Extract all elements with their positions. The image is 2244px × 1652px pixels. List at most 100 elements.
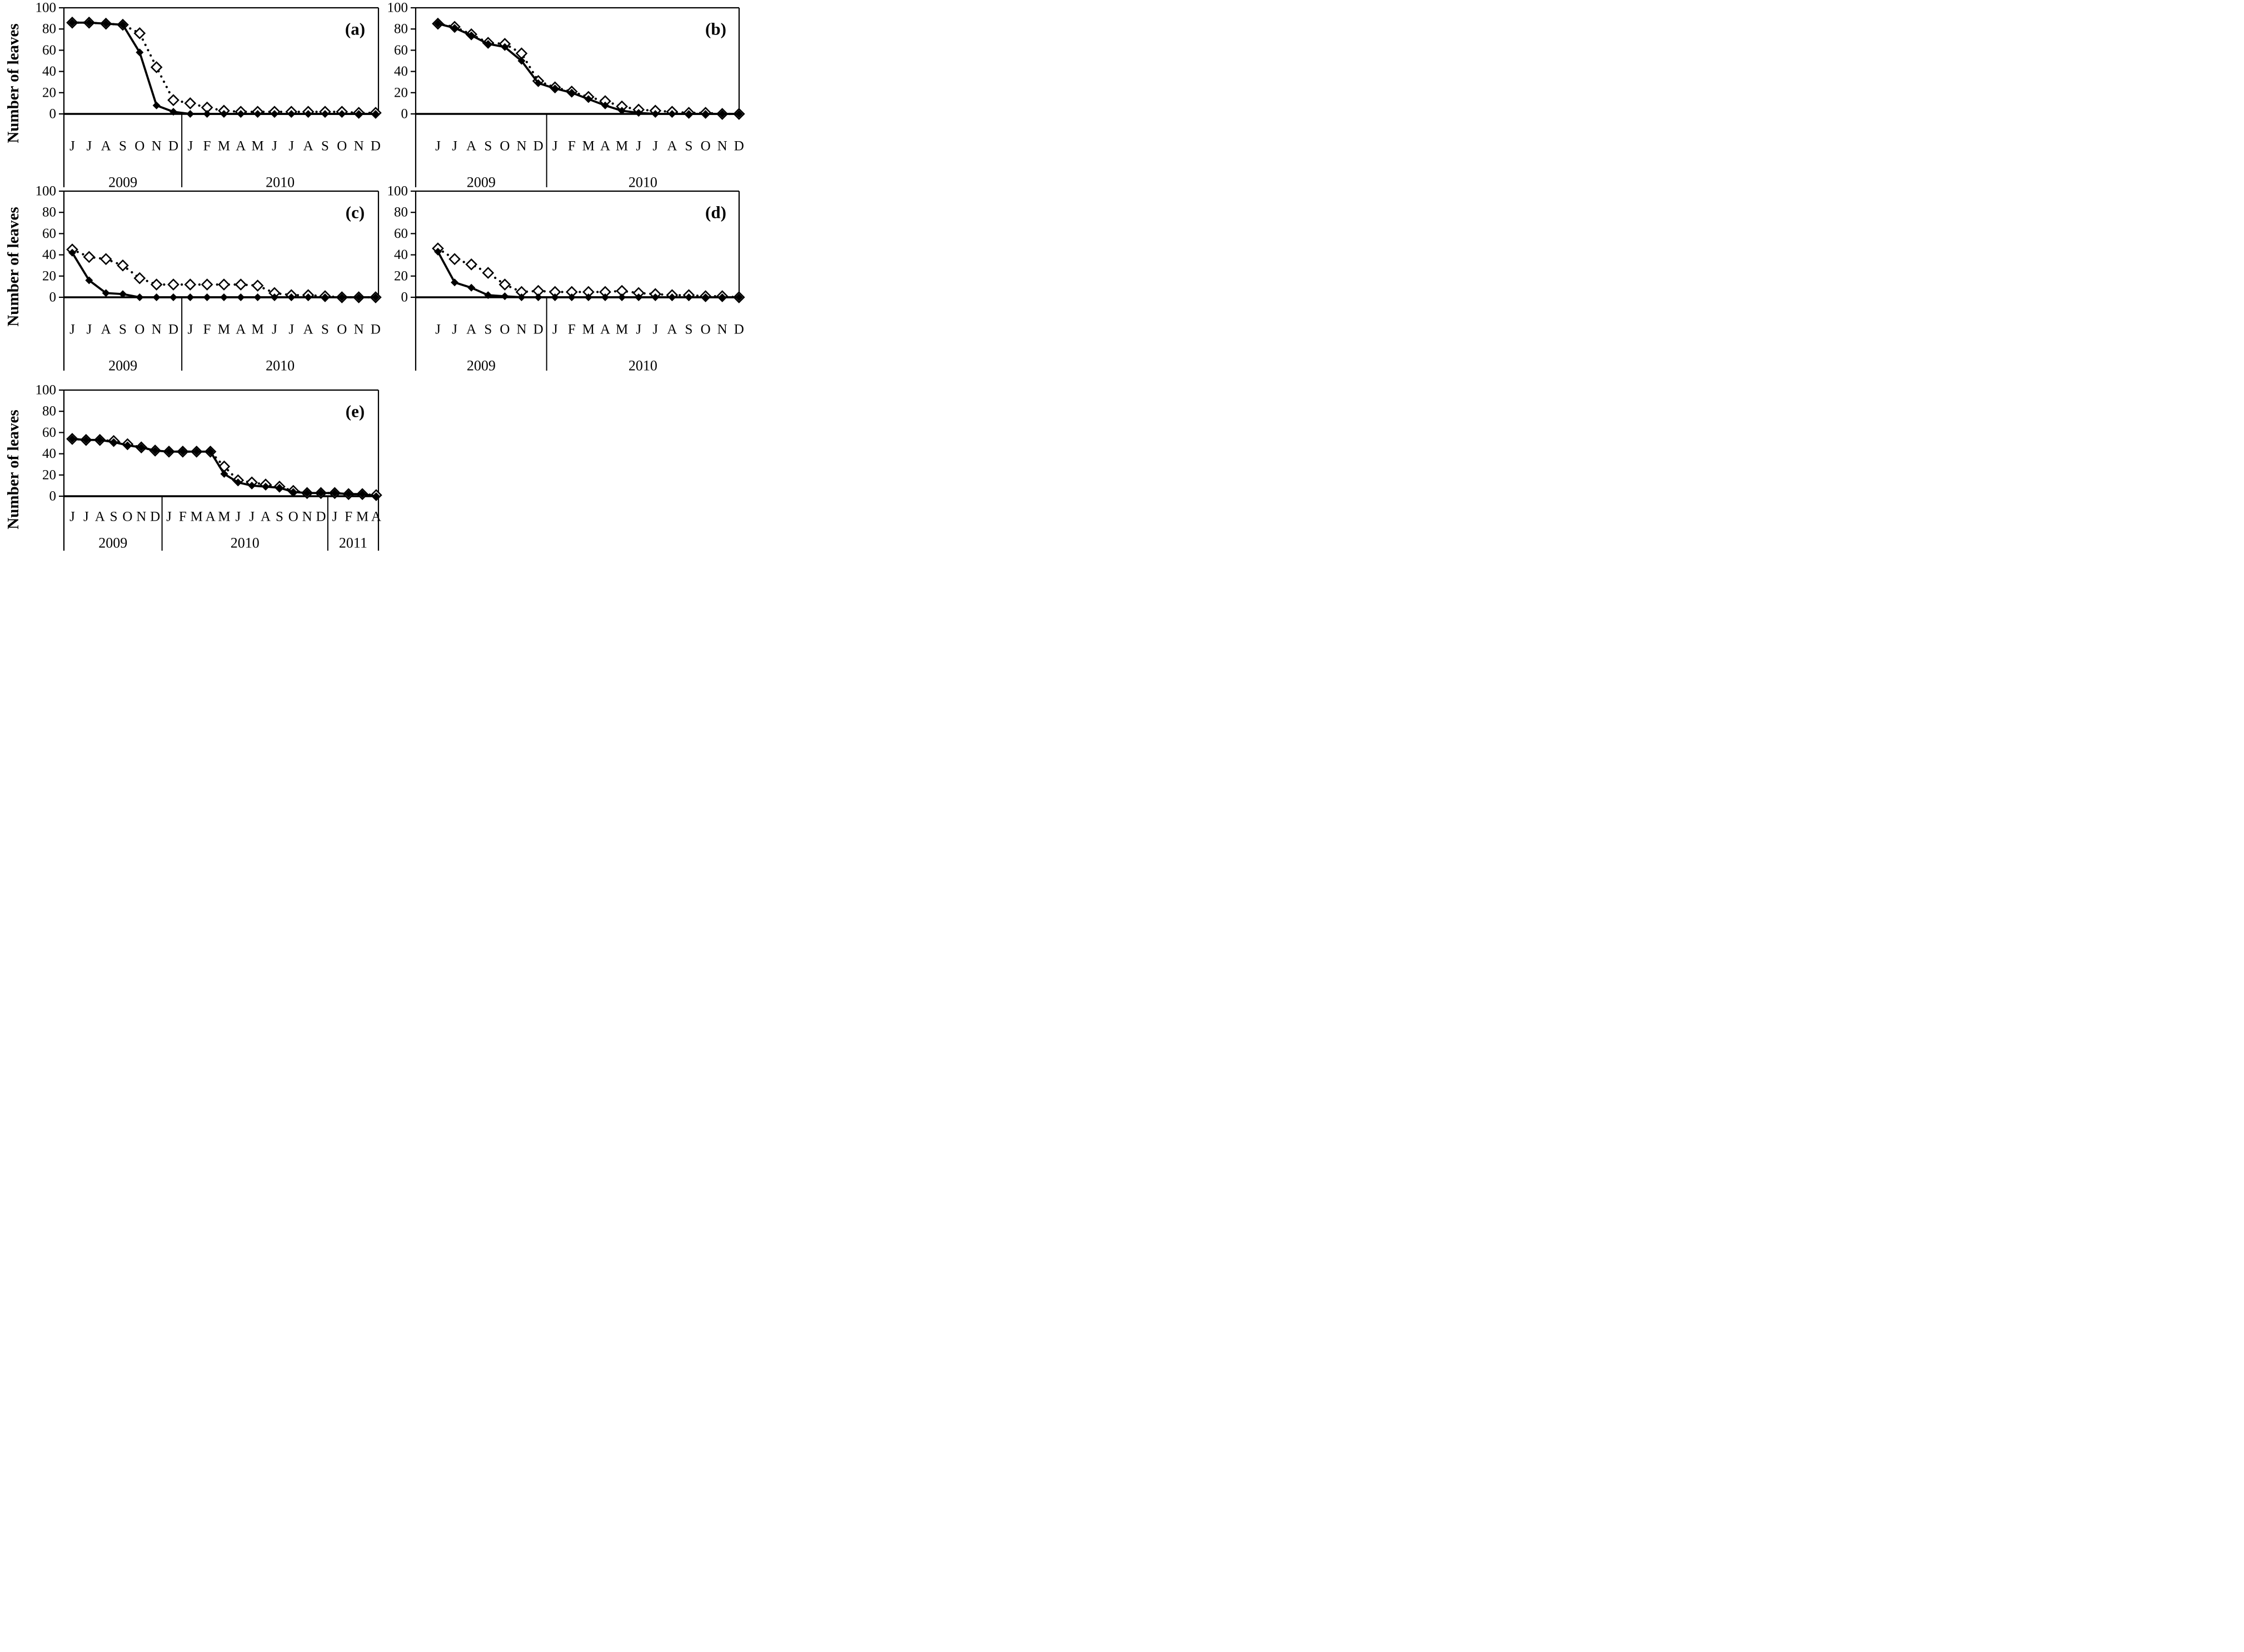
month-tick-label: M [616,322,628,337]
month-tick-label: J [452,322,457,337]
month-tick-label: J [83,510,89,525]
solid-series-marker [303,489,311,497]
solid-series-marker [434,19,442,28]
month-tick-label: S [484,139,492,154]
solid-series-marker [85,18,93,27]
solid-series-marker [338,293,346,301]
y-tick-label: 100 [36,184,57,199]
solid-series-marker [668,293,676,301]
solid-series-marker [635,109,643,117]
month-tick-label: S [276,510,283,525]
month-tick-label: M [356,510,368,525]
solid-series-marker [304,110,312,118]
figure-page: 0 20 40 60 80 100 J J A S O N D J F M A M J J A S O N D 2009 2010 N… [0,0,748,551]
month-tick-label: M [252,139,264,154]
solid-series-marker [484,291,492,300]
solid-series-marker [321,293,329,301]
month-tick-label: M [218,139,230,154]
y-tick-label: 80 [394,22,408,37]
solid-series-marker [96,436,104,444]
panel-letter: (d) [705,203,726,222]
solid-series-marker [685,293,693,301]
month-tick-label: N [717,322,727,337]
month-tick-label: N [152,322,162,337]
dotted-series-marker [133,272,146,285]
y-tick-label: 60 [394,43,408,58]
month-tick-label: O [288,510,298,525]
solid-series-marker [685,110,693,118]
year-label: 2009 [98,535,127,551]
month-tick-label: S [119,139,127,154]
month-tick-label: F [203,322,211,337]
solid-series-marker [234,478,242,487]
month-tick-label: A [236,139,246,154]
solid-series-marker [321,110,329,118]
y-tick-label: 80 [42,404,56,419]
solid-series-marker [253,293,262,301]
solid-series-marker [358,490,367,498]
y-tick-label: 60 [394,226,408,241]
solid-series-marker [68,248,76,257]
y-tick-label: 20 [394,268,408,283]
solid-series-marker [517,293,526,301]
solid-series-marker [371,110,380,118]
month-tick-label: D [371,322,381,337]
solid-series-marker [203,110,211,118]
month-tick-label: J [272,139,277,154]
month-tick-label: J [86,139,92,154]
dotted-series-marker [184,97,197,109]
month-tick-label: J [288,322,294,337]
solid-series-marker [118,290,127,298]
solid-series-marker [618,107,626,115]
solid-series-marker [203,293,211,301]
month-tick-label: J [435,322,441,337]
solid-series-marker [165,447,173,456]
month-tick-label: N [354,322,364,337]
solid-series-marker [123,441,132,450]
y-tick-label: 100 [36,1,57,16]
y-tick-label: 100 [36,383,57,398]
solid-series-marker [186,293,195,301]
y-tick-label: 0 [401,107,408,122]
month-tick-label: D [168,322,178,337]
month-tick-label: S [110,510,118,525]
month-tick-label: M [616,139,628,154]
month-tick-label: S [484,322,492,337]
month-tick-label: J [69,139,75,154]
month-tick-label: J [249,510,255,525]
solid-series-marker [248,481,256,490]
dotted-series-marker [235,278,247,291]
solid-series-marker [467,31,476,39]
y-tick-label: 40 [394,64,408,79]
dotted-series-marker [201,278,213,291]
month-tick-label: N [152,139,162,154]
month-tick-label: M [582,322,595,337]
solid-series-marker [551,84,559,93]
month-tick-label: A [206,510,216,525]
dotted-series-marker [184,278,197,291]
month-tick-label: J [272,322,277,337]
y-tick-label: 20 [42,268,56,283]
solid-series-marker [206,447,215,456]
solid-series-marker [270,110,278,118]
solid-series-marker [735,110,743,118]
month-tick-label: O [337,139,347,154]
year-label: 2010 [231,535,260,551]
month-tick-label: D [316,510,326,525]
solid-series-marker [345,490,353,498]
solid-series-marker [262,482,270,491]
year-label: 2011 [339,535,367,551]
solid-series-marker [635,293,643,301]
solid-series-marker [169,108,177,116]
solid-series-marker [701,293,710,301]
solid-series-marker [137,443,146,452]
month-tick-label: A [600,139,610,154]
month-tick-label: J [69,322,75,337]
solid-series-marker [651,110,660,118]
solid-series-marker [451,24,459,32]
solid-series-marker [484,39,492,48]
solid-series-marker [136,293,144,301]
month-tick-label: O [701,322,711,337]
year-label: 2009 [108,174,137,191]
solid-series-marker [584,293,592,301]
